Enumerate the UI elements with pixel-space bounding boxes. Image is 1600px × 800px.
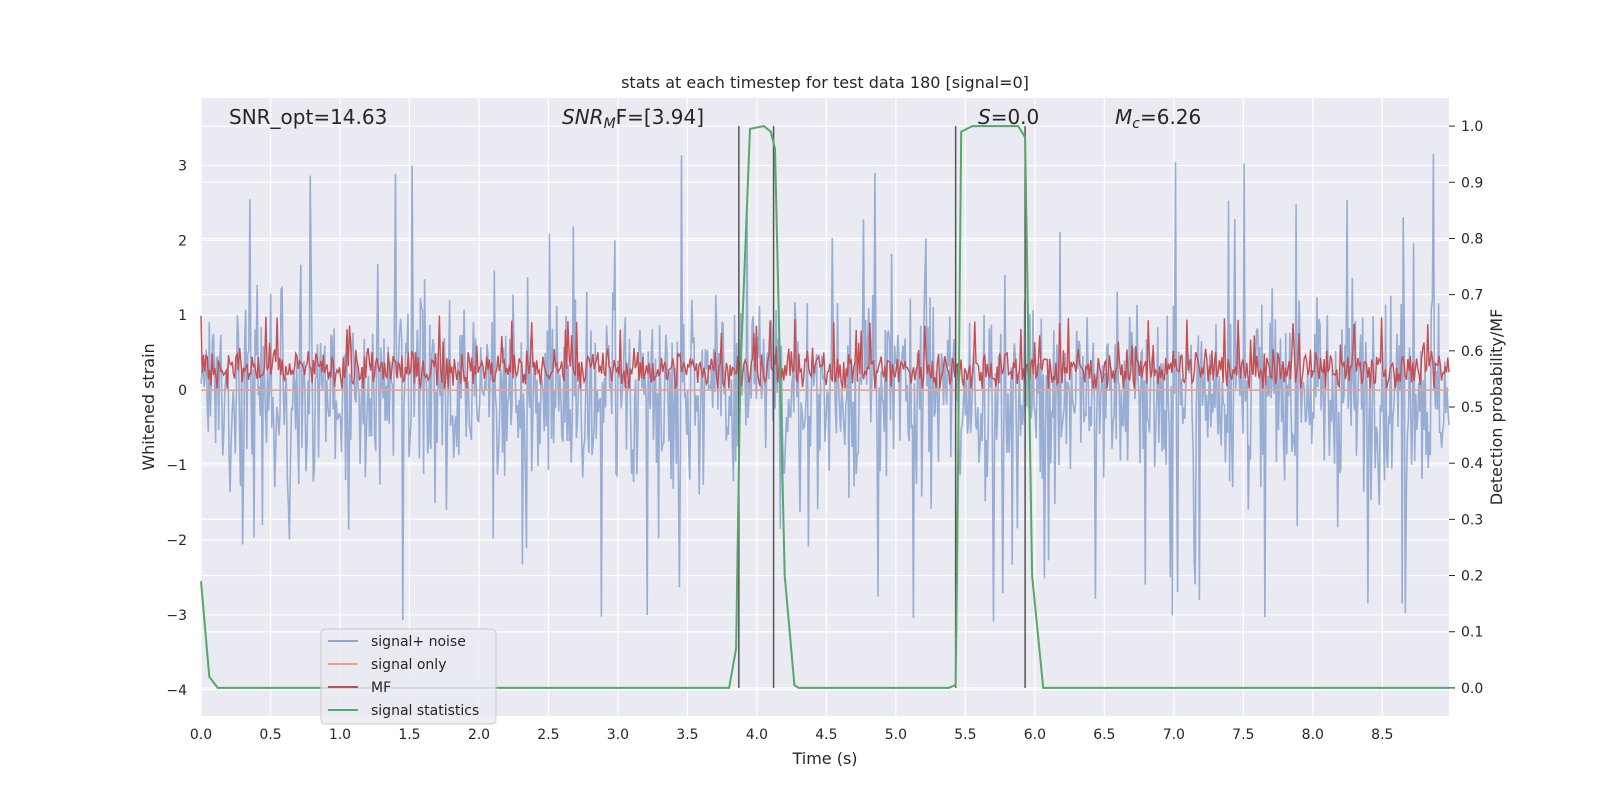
right-y-tick-label: 0.3 <box>1461 512 1483 528</box>
x-tick-label: 2.0 <box>468 727 490 743</box>
left-y-tick-label: −3 <box>166 608 187 624</box>
left-y-tick-label: 2 <box>178 233 187 249</box>
left-y-axis-ticks: 3 2 1 0 −1 −2 −3 −4 <box>166 158 187 698</box>
annotations: SNR_opt=14.63 SNRMF=[3.94] S=0.0 Mc=6.26 <box>229 105 1201 132</box>
right-y-tick-label: 0.4 <box>1461 456 1483 472</box>
left-y-tick-label: 1 <box>178 308 187 324</box>
annotation-snr-mf: SNRMF=[3.94] <box>562 105 704 132</box>
left-y-tick-label: −1 <box>166 458 187 474</box>
chart-title: stats at each timestep for test data 180… <box>621 73 1029 92</box>
x-tick-label: 7.0 <box>1163 727 1185 743</box>
left-y-axis-label: Whitened strain <box>139 343 158 470</box>
x-tick-label: 8.5 <box>1371 727 1393 743</box>
legend-label-mf: MF <box>371 680 391 696</box>
right-y-tick-label: 0.1 <box>1461 625 1483 641</box>
legend: signal+ noise signal only MF signal stat… <box>320 628 497 725</box>
x-tick-label: 4.5 <box>815 727 837 743</box>
x-axis-label: Time (s) <box>791 749 857 768</box>
x-tick-label: 8.0 <box>1302 727 1324 743</box>
x-tick-label: 6.5 <box>1093 727 1115 743</box>
left-y-tick-label: −2 <box>166 533 187 549</box>
x-tick-label: 7.5 <box>1232 727 1254 743</box>
annotation-s: S=0.0 <box>978 105 1039 129</box>
right-y-tick-label: 0.9 <box>1461 175 1483 191</box>
x-tick-label: 6.0 <box>1024 727 1046 743</box>
x-tick-label: 1.5 <box>398 727 420 743</box>
right-y-axis-ticks: 1.0 0.9 0.8 0.7 0.6 0.5 0.4 0.3 0.2 0.1 0.0 <box>1449 119 1483 697</box>
right-y-tick-label: 0.6 <box>1461 344 1483 360</box>
x-tick-label: 2.5 <box>537 727 559 743</box>
x-axis-ticks: 0.0 0.5 1.0 1.5 2.0 2.5 3.0 3.5 4.0 4.5 5.0 5.5 6.0 6… <box>190 727 1394 743</box>
x-tick-label: 0.5 <box>259 727 281 743</box>
legend-box <box>320 628 497 725</box>
signal-statistics-layer <box>200 125 1449 689</box>
annotation-snr-opt: SNR_opt=14.63 <box>229 105 387 129</box>
right-y-tick-label: 1.0 <box>1461 119 1483 135</box>
left-y-tick-label: 3 <box>178 158 187 174</box>
right-y-tick-label: 0.7 <box>1461 288 1483 304</box>
right-y-tick-label: 0.2 <box>1461 569 1483 585</box>
x-tick-label: 1.0 <box>329 727 351 743</box>
mf-line <box>200 315 1450 390</box>
x-tick-label: 0.0 <box>190 727 212 743</box>
x-tick-label: 3.0 <box>607 727 629 743</box>
right-y-tick-label: 0.8 <box>1461 231 1483 247</box>
x-tick-label: 4.0 <box>746 727 768 743</box>
x-tick-label: 5.0 <box>885 727 907 743</box>
legend-label-signal-only: signal only <box>371 657 446 673</box>
annotation-mc: Mc=6.26 <box>1115 105 1201 132</box>
left-y-tick-label: −4 <box>166 683 187 699</box>
mf-series-layer <box>200 315 1450 390</box>
right-y-tick-label: 0.0 <box>1461 681 1483 697</box>
x-tick-label: 3.5 <box>676 727 698 743</box>
legend-label-signal-noise: signal+ noise <box>371 634 466 650</box>
right-y-tick-label: 0.5 <box>1461 400 1483 416</box>
right-y-axis-label: Detection probability/MF <box>1487 309 1506 506</box>
signal-statistics-line <box>200 125 1449 689</box>
legend-label-signal-statistics: signal statistics <box>371 703 479 719</box>
x-tick-label: 5.5 <box>954 727 976 743</box>
left-y-tick-label: 0 <box>178 383 187 399</box>
